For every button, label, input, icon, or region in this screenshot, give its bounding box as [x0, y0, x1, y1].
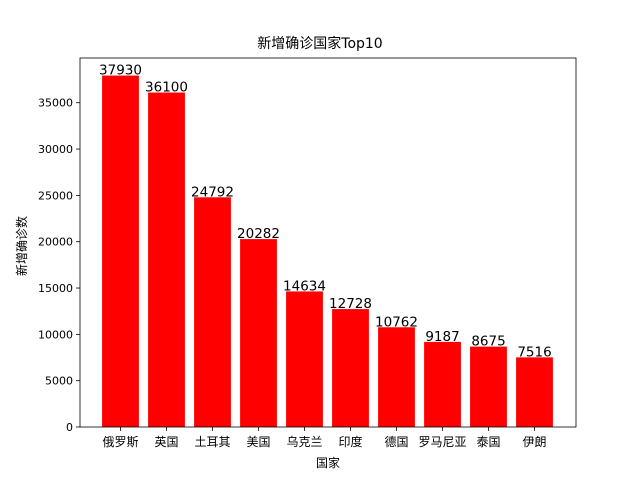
bar-value-label: 37930 [99, 63, 142, 79]
bar [286, 291, 323, 427]
y-tick-label: 25000 [38, 189, 73, 202]
y-tick-label: 15000 [38, 282, 73, 295]
bar [378, 327, 415, 427]
bar [148, 92, 185, 427]
bar [516, 357, 553, 427]
bar-value-label: 20282 [237, 226, 280, 242]
plot-frame [79, 57, 577, 428]
y-tick-label: 0 [66, 421, 73, 434]
x-tick-label: 俄罗斯 [102, 435, 138, 449]
x-tick-label: 美国 [246, 435, 270, 449]
bar-value-label: 9187 [425, 329, 459, 345]
bar-value-label: 24792 [191, 184, 234, 200]
bar [332, 309, 369, 427]
bar-value-label: 7516 [517, 344, 551, 360]
bar [424, 341, 461, 427]
chart-title: 新增确诊国家Top10 [257, 35, 382, 52]
y-tick-label: 20000 [38, 236, 73, 249]
bar [102, 75, 139, 428]
bar-value-label: 12728 [329, 296, 372, 312]
bar-value-label: 14634 [283, 278, 326, 294]
x-tick-label: 英国 [154, 435, 178, 449]
x-tick-label: 罗马尼亚 [418, 435, 466, 449]
x-tick-label: 泰国 [476, 435, 500, 449]
x-axis-label: 国家 [316, 455, 340, 470]
y-tick-label: 5000 [45, 375, 73, 388]
y-tick-label: 10000 [38, 328, 73, 341]
x-tick-label: 土耳其 [194, 435, 230, 449]
bar [194, 197, 231, 427]
bar-value-label: 10762 [375, 314, 418, 330]
bar [240, 239, 277, 427]
bar-value-label: 8675 [471, 334, 505, 350]
bar-value-label: 36100 [145, 80, 188, 96]
x-tick-label: 伊朗 [522, 435, 546, 449]
y-tick-label: 35000 [38, 97, 73, 110]
y-tick-label: 30000 [38, 143, 73, 156]
bar [470, 346, 507, 427]
x-tick-label: 乌克兰 [286, 434, 322, 449]
x-tick-label: 印度 [338, 434, 362, 449]
y-axis-label: 新增确诊数 [14, 216, 29, 276]
x-tick-label: 德国 [384, 434, 408, 449]
